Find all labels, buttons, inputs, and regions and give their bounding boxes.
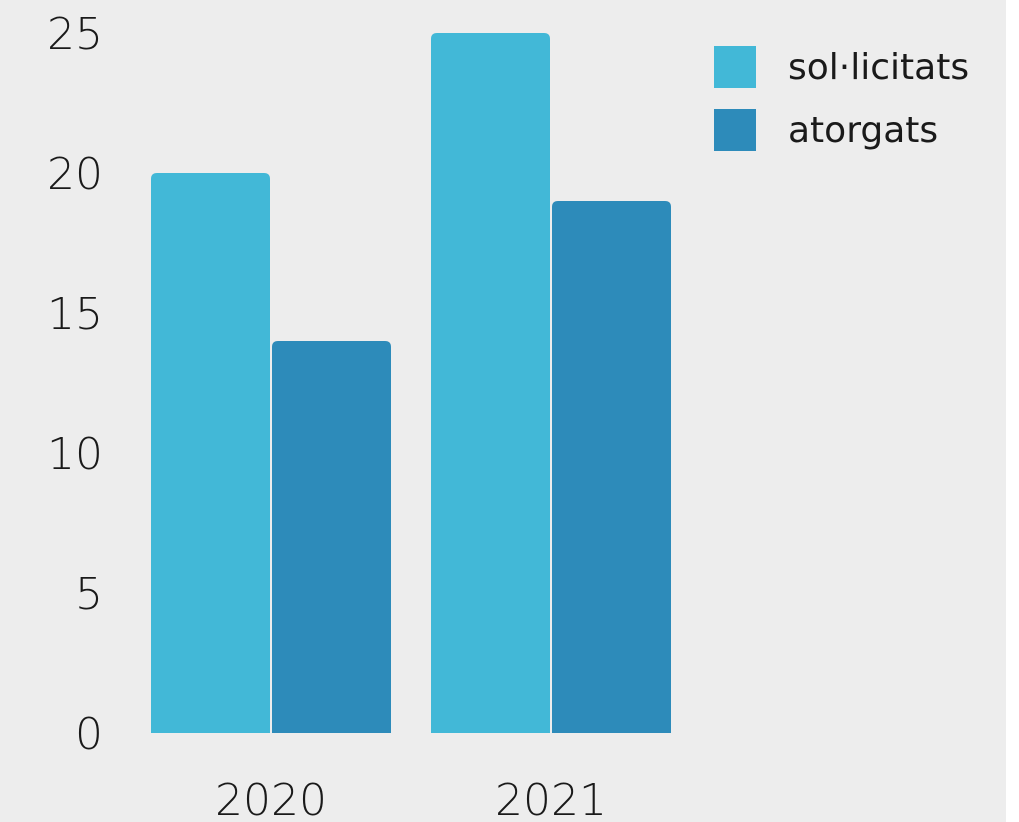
- bar-2020-atorgats: [272, 341, 391, 733]
- y-axis-ticks: 0 5 10 15 20 25: [47, 9, 103, 760]
- legend-label: atorgats: [788, 110, 938, 151]
- x-tick-label: 2020: [215, 775, 327, 822]
- legend-label: sol·licitats: [788, 47, 969, 88]
- bar-2021-atorgats: [552, 201, 671, 733]
- y-tick-label: 0: [75, 709, 103, 760]
- legend-swatch: [714, 46, 756, 88]
- y-tick-label: 5: [75, 569, 103, 620]
- x-axis-ticks: 2020 2021: [215, 775, 607, 822]
- legend-swatch: [714, 109, 756, 151]
- legend: sol·licitats atorgats: [714, 46, 969, 151]
- x-tick-label: 2021: [495, 775, 607, 822]
- y-tick-label: 20: [47, 149, 103, 200]
- bar-2020-solicitats: [151, 173, 270, 733]
- y-tick-label: 25: [47, 9, 103, 60]
- y-tick-label: 10: [47, 429, 103, 480]
- y-tick-label: 15: [47, 289, 103, 340]
- bar-2021-solicitats: [431, 33, 550, 733]
- bars: [151, 33, 671, 733]
